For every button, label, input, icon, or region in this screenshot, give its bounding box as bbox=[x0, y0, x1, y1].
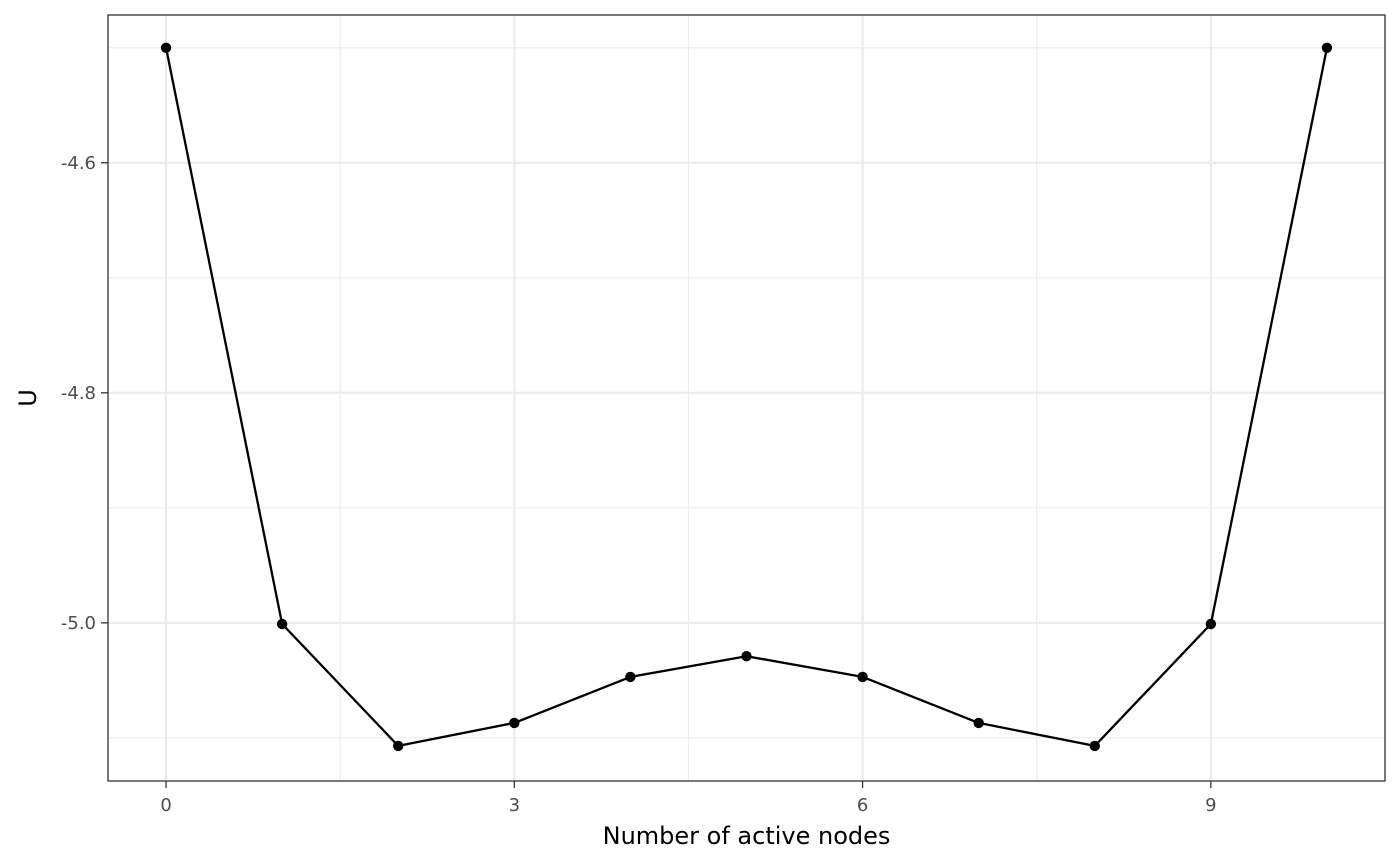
x-tick-label: 6 bbox=[857, 795, 868, 816]
y-tick-label: -4.8 bbox=[61, 383, 96, 404]
data-point bbox=[741, 651, 752, 662]
y-tick-label: -5.0 bbox=[61, 613, 96, 634]
data-point bbox=[393, 740, 404, 752]
data-point bbox=[1089, 740, 1100, 752]
x-tick-label: 9 bbox=[1205, 795, 1216, 816]
data-point bbox=[1205, 618, 1217, 630]
data-point bbox=[276, 618, 288, 630]
y-tick-label: -4.6 bbox=[61, 153, 96, 174]
axis-ticks: 0 3 6 9 -5.0 -4.8 -4.6 bbox=[61, 153, 1217, 816]
panel-border bbox=[107, 14, 1386, 782]
data-point bbox=[857, 671, 868, 683]
x-tick-label: 3 bbox=[509, 795, 520, 816]
data-point bbox=[509, 717, 520, 729]
series-layer bbox=[160, 42, 1333, 752]
data-point bbox=[160, 42, 172, 53]
grid bbox=[108, 15, 1386, 781]
panel-background bbox=[108, 15, 1385, 781]
x-tick-label: 0 bbox=[160, 795, 171, 816]
x-axis-title: Number of active nodes bbox=[603, 822, 891, 850]
y-axis-title: U bbox=[14, 389, 42, 407]
data-point bbox=[625, 671, 636, 683]
data-point bbox=[973, 717, 984, 729]
data-point bbox=[1321, 42, 1333, 53]
